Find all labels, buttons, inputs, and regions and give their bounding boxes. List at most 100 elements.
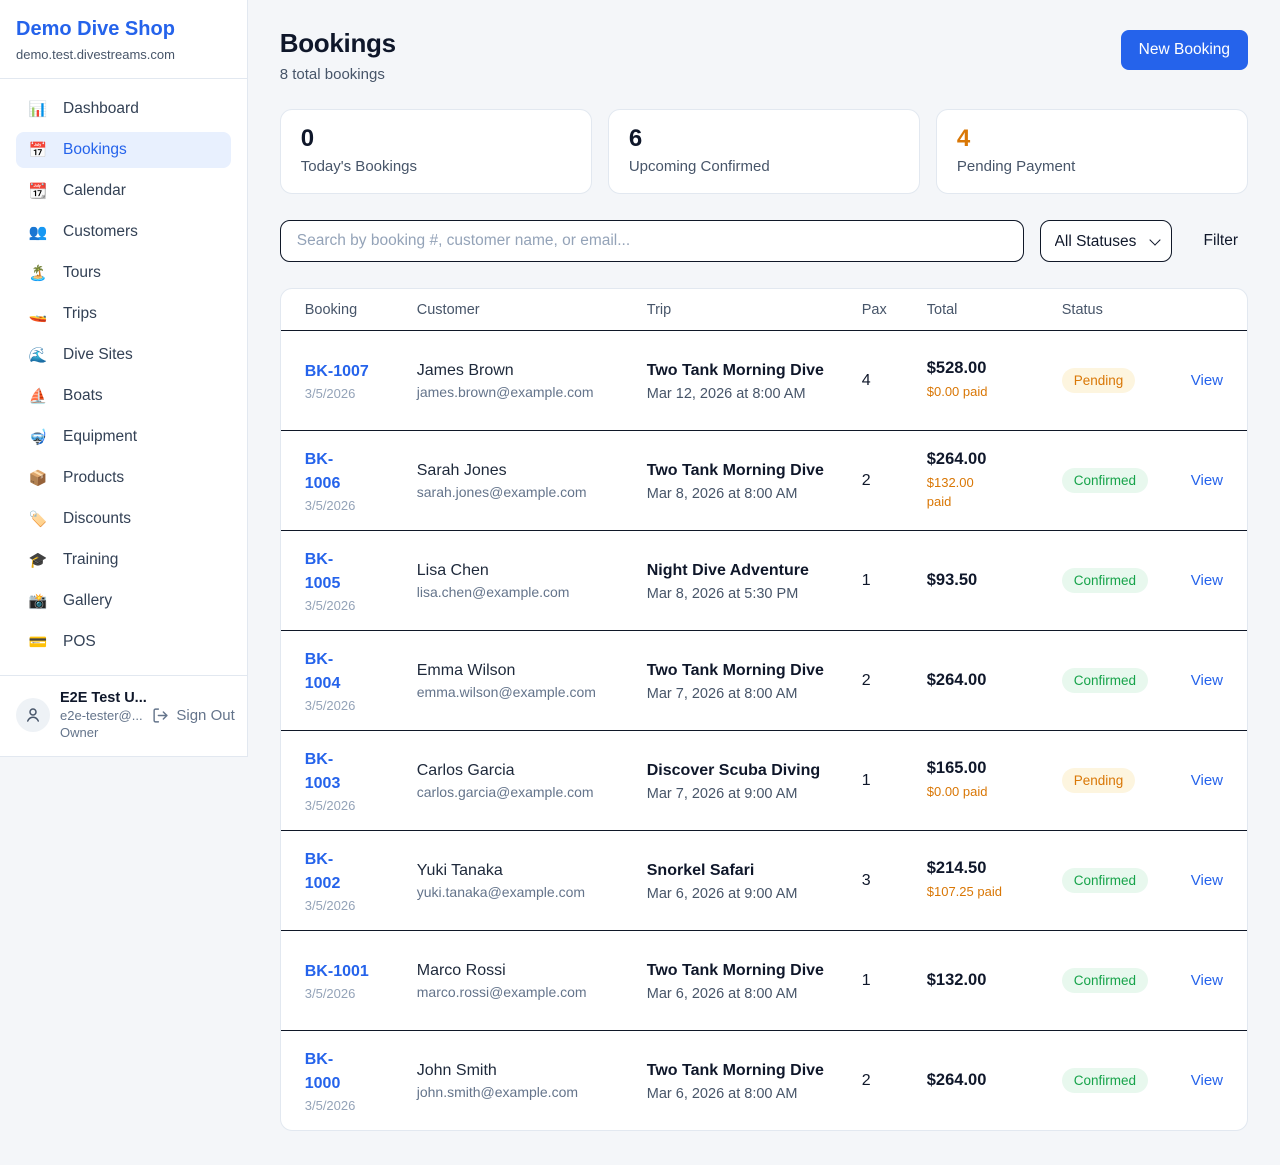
paid-amount: $0.00 paid [926,784,988,800]
stat-label: Upcoming Confirmed [628,158,770,175]
booking-cell: BK- 1004 3/5/2026 [305,648,417,712]
pax-count: 2 [861,471,871,489]
customer-name: James Brown [416,361,514,379]
trip-cell: Discover Scuba Diving Mar 7, 2026 at 9:0… [647,759,862,802]
trip-datetime: Mar 8, 2026 at 5:30 PM [646,586,799,603]
sidebar-item-gallery[interactable]: 📸 Gallery [16,583,231,619]
brand-block: Demo Dive Shop demo.test.divestreams.com [0,0,247,79]
dive-mask-icon: 🤿 [28,429,48,446]
pax-count: 3 [861,871,871,889]
tear-calendar-icon: 📆 [28,183,48,200]
booking-cell: BK- 1006 3/5/2026 [305,448,417,512]
booking-id-link[interactable]: BK- 1003 [304,751,341,792]
sidebar-item-dashboard[interactable]: 📊 Dashboard [16,91,231,127]
customer-name: Yuki Tanaka [416,861,503,879]
booking-id-link[interactable]: BK-1001 [304,962,369,980]
sidebar-item-trips[interactable]: 🚤 Trips [16,296,231,332]
new-booking-button[interactable]: New Booking [1120,30,1248,70]
view-cell: View [1177,772,1223,790]
status-badge: Pending [1061,768,1136,793]
sidebar-item-label: Bookings [63,141,127,158]
trip-datetime: Mar 6, 2026 at 8:00 AM [646,1086,798,1103]
status-select-wrap: All Statuses [1039,220,1172,262]
bookings-table: Booking Customer Trip Pax Total Status BK-100… [279,288,1248,1131]
total-amount: $214.50 [926,859,987,878]
customer-cell: Marco Rossi marco.rossi@example.com [417,962,647,1000]
trip-cell: Two Tank Morning Dive Mar 12, 2026 at 8:… [647,359,862,402]
table-body: BK-1007 3/5/2026 James Brown james.brown… [280,330,1247,1130]
camera-icon: 📸 [28,593,48,610]
sidebar-item-bookings[interactable]: 📅 Bookings [16,132,231,168]
customer-name: John Smith [416,1061,497,1079]
sidebar-item-boats[interactable]: ⛵ Boats [16,378,231,414]
sidebar-item-calendar[interactable]: 📆 Calendar [16,173,231,209]
booking-cell: BK-1001 3/5/2026 [305,960,417,1001]
user-role: Owner [60,725,99,740]
filter-button[interactable]: Filter [1194,232,1248,250]
booking-date: 3/5/2026 [304,1097,356,1113]
customer-email: sarah.jones@example.com [416,483,587,500]
column-header-status: Status [1061,301,1103,318]
status-select[interactable]: All Statuses [1039,220,1172,262]
stat-label: Today's Bookings [300,158,418,175]
booking-id-link[interactable]: BK- 1004 [304,651,341,692]
total-cell: $132.00 [927,971,1062,990]
view-link[interactable]: View [1190,971,1223,989]
search-input[interactable] [279,220,1024,262]
status-cell: Pending [1061,768,1177,793]
booking-id-link[interactable]: BK- 1005 [304,551,341,592]
view-link[interactable]: View [1190,771,1223,789]
view-link[interactable]: View [1190,871,1223,889]
total-amount: $93.50 [926,571,978,589]
sidebar-item-products[interactable]: 📦 Products [16,460,231,496]
sign-out-button[interactable]: Sign Out [152,707,235,724]
sidebar-item-pos[interactable]: 💳 POS [16,624,231,660]
view-link[interactable]: View [1190,671,1223,689]
sidebar-item-discounts[interactable]: 🏷️ Discounts [16,501,231,537]
view-link[interactable]: View [1190,571,1223,589]
trip-datetime: Mar 6, 2026 at 8:00 AM [646,986,798,1003]
total-amount: $528.00 [926,359,987,378]
sidebar-item-equipment[interactable]: 🤿 Equipment [16,419,231,455]
booking-date: 3/5/2026 [304,597,356,613]
sidebar-item-training[interactable]: 🎓 Training [16,542,231,578]
main-content: Bookings 8 total bookings New Booking 0 … [248,0,1280,1165]
credit-card-icon: 💳 [28,634,48,651]
view-cell: View [1177,472,1223,490]
booking-date: 3/5/2026 [304,386,356,402]
user-name: E2E Test U... [60,690,147,706]
stat-value: 0 [300,125,315,152]
view-link[interactable]: View [1190,371,1223,389]
wave-icon: 🌊 [28,347,48,364]
customer-name: Marco Rossi [416,961,506,979]
customer-email: marco.rossi@example.com [416,983,587,1000]
customer-email: john.smith@example.com [416,1083,579,1100]
sailboat-icon: ⛵ [28,388,48,405]
stat-label: Pending Payment [956,158,1076,175]
sidebar-item-label: Dashboard [63,100,139,117]
table-row: BK- 1005 3/5/2026 Lisa Chen lisa.chen@ex… [280,530,1247,630]
stat-card: 0 Today's Bookings [279,109,592,194]
sidebar-item-customers[interactable]: 👥 Customers [16,214,231,250]
sidebar-item-tours[interactable]: 🏝️ Tours [16,255,231,291]
sidebar-item-dive-sites[interactable]: 🌊 Dive Sites [16,337,231,373]
page-title: Bookings [279,28,396,58]
view-link[interactable]: View [1190,471,1223,489]
trip-datetime: Mar 7, 2026 at 8:00 AM [646,686,798,703]
booking-id-link[interactable]: BK- 1006 [304,451,341,492]
status-badge: Confirmed [1061,1068,1149,1093]
view-link[interactable]: View [1190,1071,1223,1089]
trip-name: Snorkel Safari [646,861,755,879]
booking-id-link[interactable]: BK- 1000 [304,1051,341,1092]
total-cell: $165.00 $0.00 paid [927,759,1062,801]
avatar [16,698,50,732]
sidebar-item-label: Dive Sites [63,346,133,363]
booking-id-link[interactable]: BK-1007 [304,362,369,380]
status-badge: Pending [1061,368,1136,393]
pax-count: 1 [861,571,871,589]
trip-datetime: Mar 8, 2026 at 8:00 AM [646,486,798,503]
logout-icon [153,707,168,723]
customer-cell: Lisa Chen lisa.chen@example.com [417,562,647,600]
booking-id-link[interactable]: BK- 1002 [304,851,341,892]
